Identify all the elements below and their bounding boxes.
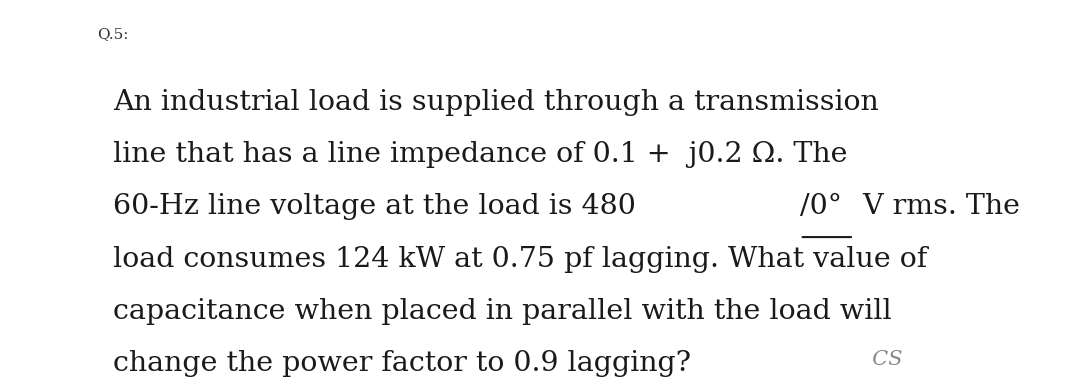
Text: /0°: /0° [799,194,841,221]
Text: change the power factor to 0.9 lagging?: change the power factor to 0.9 lagging? [113,350,691,377]
Text: load consumes 124 kW at 0.75 pf lagging. What value of: load consumes 124 kW at 0.75 pf lagging.… [113,246,928,273]
Text: An industrial load is supplied through a transmission: An industrial load is supplied through a… [113,89,879,116]
Text: capacitance when placed in parallel with the load will: capacitance when placed in parallel with… [113,298,892,325]
Text: 60-Hz line voltage at the load is 480: 60-Hz line voltage at the load is 480 [113,194,645,221]
Text: Q.5:: Q.5: [97,27,129,41]
Text: CS: CS [860,350,903,369]
Text: V rms. The: V rms. The [854,194,1020,221]
Text: line that has a line impedance of 0.1 +  j0.2 Ω. The: line that has a line impedance of 0.1 + … [113,141,848,168]
